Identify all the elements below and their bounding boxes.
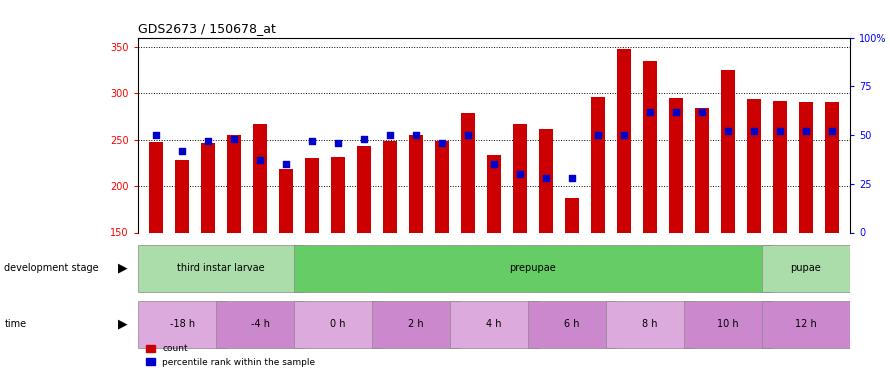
Point xyxy=(435,140,449,146)
Text: third instar larvae: third instar larvae xyxy=(177,263,265,273)
Bar xyxy=(279,170,293,372)
Point xyxy=(695,109,709,115)
Bar xyxy=(138,245,304,291)
Bar xyxy=(253,124,267,372)
Point xyxy=(825,128,839,134)
Bar xyxy=(747,99,761,372)
Bar xyxy=(721,70,735,372)
Text: development stage: development stage xyxy=(4,263,99,273)
Text: -4 h: -4 h xyxy=(251,320,270,329)
Bar xyxy=(383,141,397,372)
Bar xyxy=(565,198,579,372)
Bar xyxy=(449,301,538,348)
Point xyxy=(409,132,423,138)
Text: ▶: ▶ xyxy=(118,262,127,274)
Bar xyxy=(149,142,163,372)
Point xyxy=(461,132,475,138)
Text: GDS2673 / 150678_at: GDS2673 / 150678_at xyxy=(138,22,276,35)
Point xyxy=(513,171,527,177)
Bar xyxy=(227,135,241,372)
Point xyxy=(253,158,267,164)
Bar xyxy=(762,301,850,348)
Bar xyxy=(606,301,694,348)
Bar xyxy=(695,108,709,372)
Bar xyxy=(201,143,215,372)
Point xyxy=(227,136,241,142)
Bar xyxy=(305,158,320,372)
Point xyxy=(617,132,631,138)
Bar xyxy=(668,98,683,372)
Bar xyxy=(175,160,190,372)
Point xyxy=(747,128,761,134)
Text: -18 h: -18 h xyxy=(170,320,195,329)
Point xyxy=(487,161,501,167)
Point xyxy=(538,175,553,181)
Bar xyxy=(487,155,501,372)
Point xyxy=(798,128,813,134)
Point xyxy=(279,161,293,167)
Bar xyxy=(513,124,527,372)
Bar xyxy=(591,97,605,372)
Point xyxy=(591,132,605,138)
Text: pupae: pupae xyxy=(790,263,821,273)
Bar xyxy=(798,102,813,372)
Point xyxy=(383,132,397,138)
Point xyxy=(721,128,735,134)
Text: 12 h: 12 h xyxy=(795,320,817,329)
Bar xyxy=(216,301,304,348)
Text: 2 h: 2 h xyxy=(409,320,424,329)
Point xyxy=(175,148,190,154)
Bar xyxy=(409,135,423,372)
Text: 6 h: 6 h xyxy=(564,320,579,329)
Bar xyxy=(762,245,850,291)
Point xyxy=(331,140,345,146)
Bar xyxy=(684,301,772,348)
Bar xyxy=(372,301,460,348)
Bar xyxy=(461,113,475,372)
Text: prepupae: prepupae xyxy=(510,263,556,273)
Text: 4 h: 4 h xyxy=(486,320,502,329)
Bar xyxy=(435,141,449,372)
Bar xyxy=(528,301,616,348)
Bar xyxy=(294,301,382,348)
Bar xyxy=(294,245,772,291)
Bar xyxy=(538,129,553,372)
Point xyxy=(643,109,657,115)
Bar xyxy=(138,301,226,348)
Point xyxy=(305,138,320,144)
Bar xyxy=(357,146,371,372)
Point xyxy=(149,132,163,138)
Text: ▶: ▶ xyxy=(118,318,127,331)
Point xyxy=(201,138,215,144)
Point xyxy=(357,136,371,142)
Text: 10 h: 10 h xyxy=(717,320,739,329)
Text: 8 h: 8 h xyxy=(642,320,658,329)
Text: time: time xyxy=(4,320,27,329)
Point xyxy=(565,175,579,181)
Text: 0 h: 0 h xyxy=(330,320,346,329)
Bar xyxy=(617,49,631,372)
Point xyxy=(668,109,683,115)
Bar xyxy=(331,157,345,372)
Legend: count, percentile rank within the sample: count, percentile rank within the sample xyxy=(142,341,319,370)
Bar xyxy=(825,102,839,372)
Bar xyxy=(773,100,787,372)
Point xyxy=(773,128,787,134)
Bar xyxy=(643,61,657,372)
